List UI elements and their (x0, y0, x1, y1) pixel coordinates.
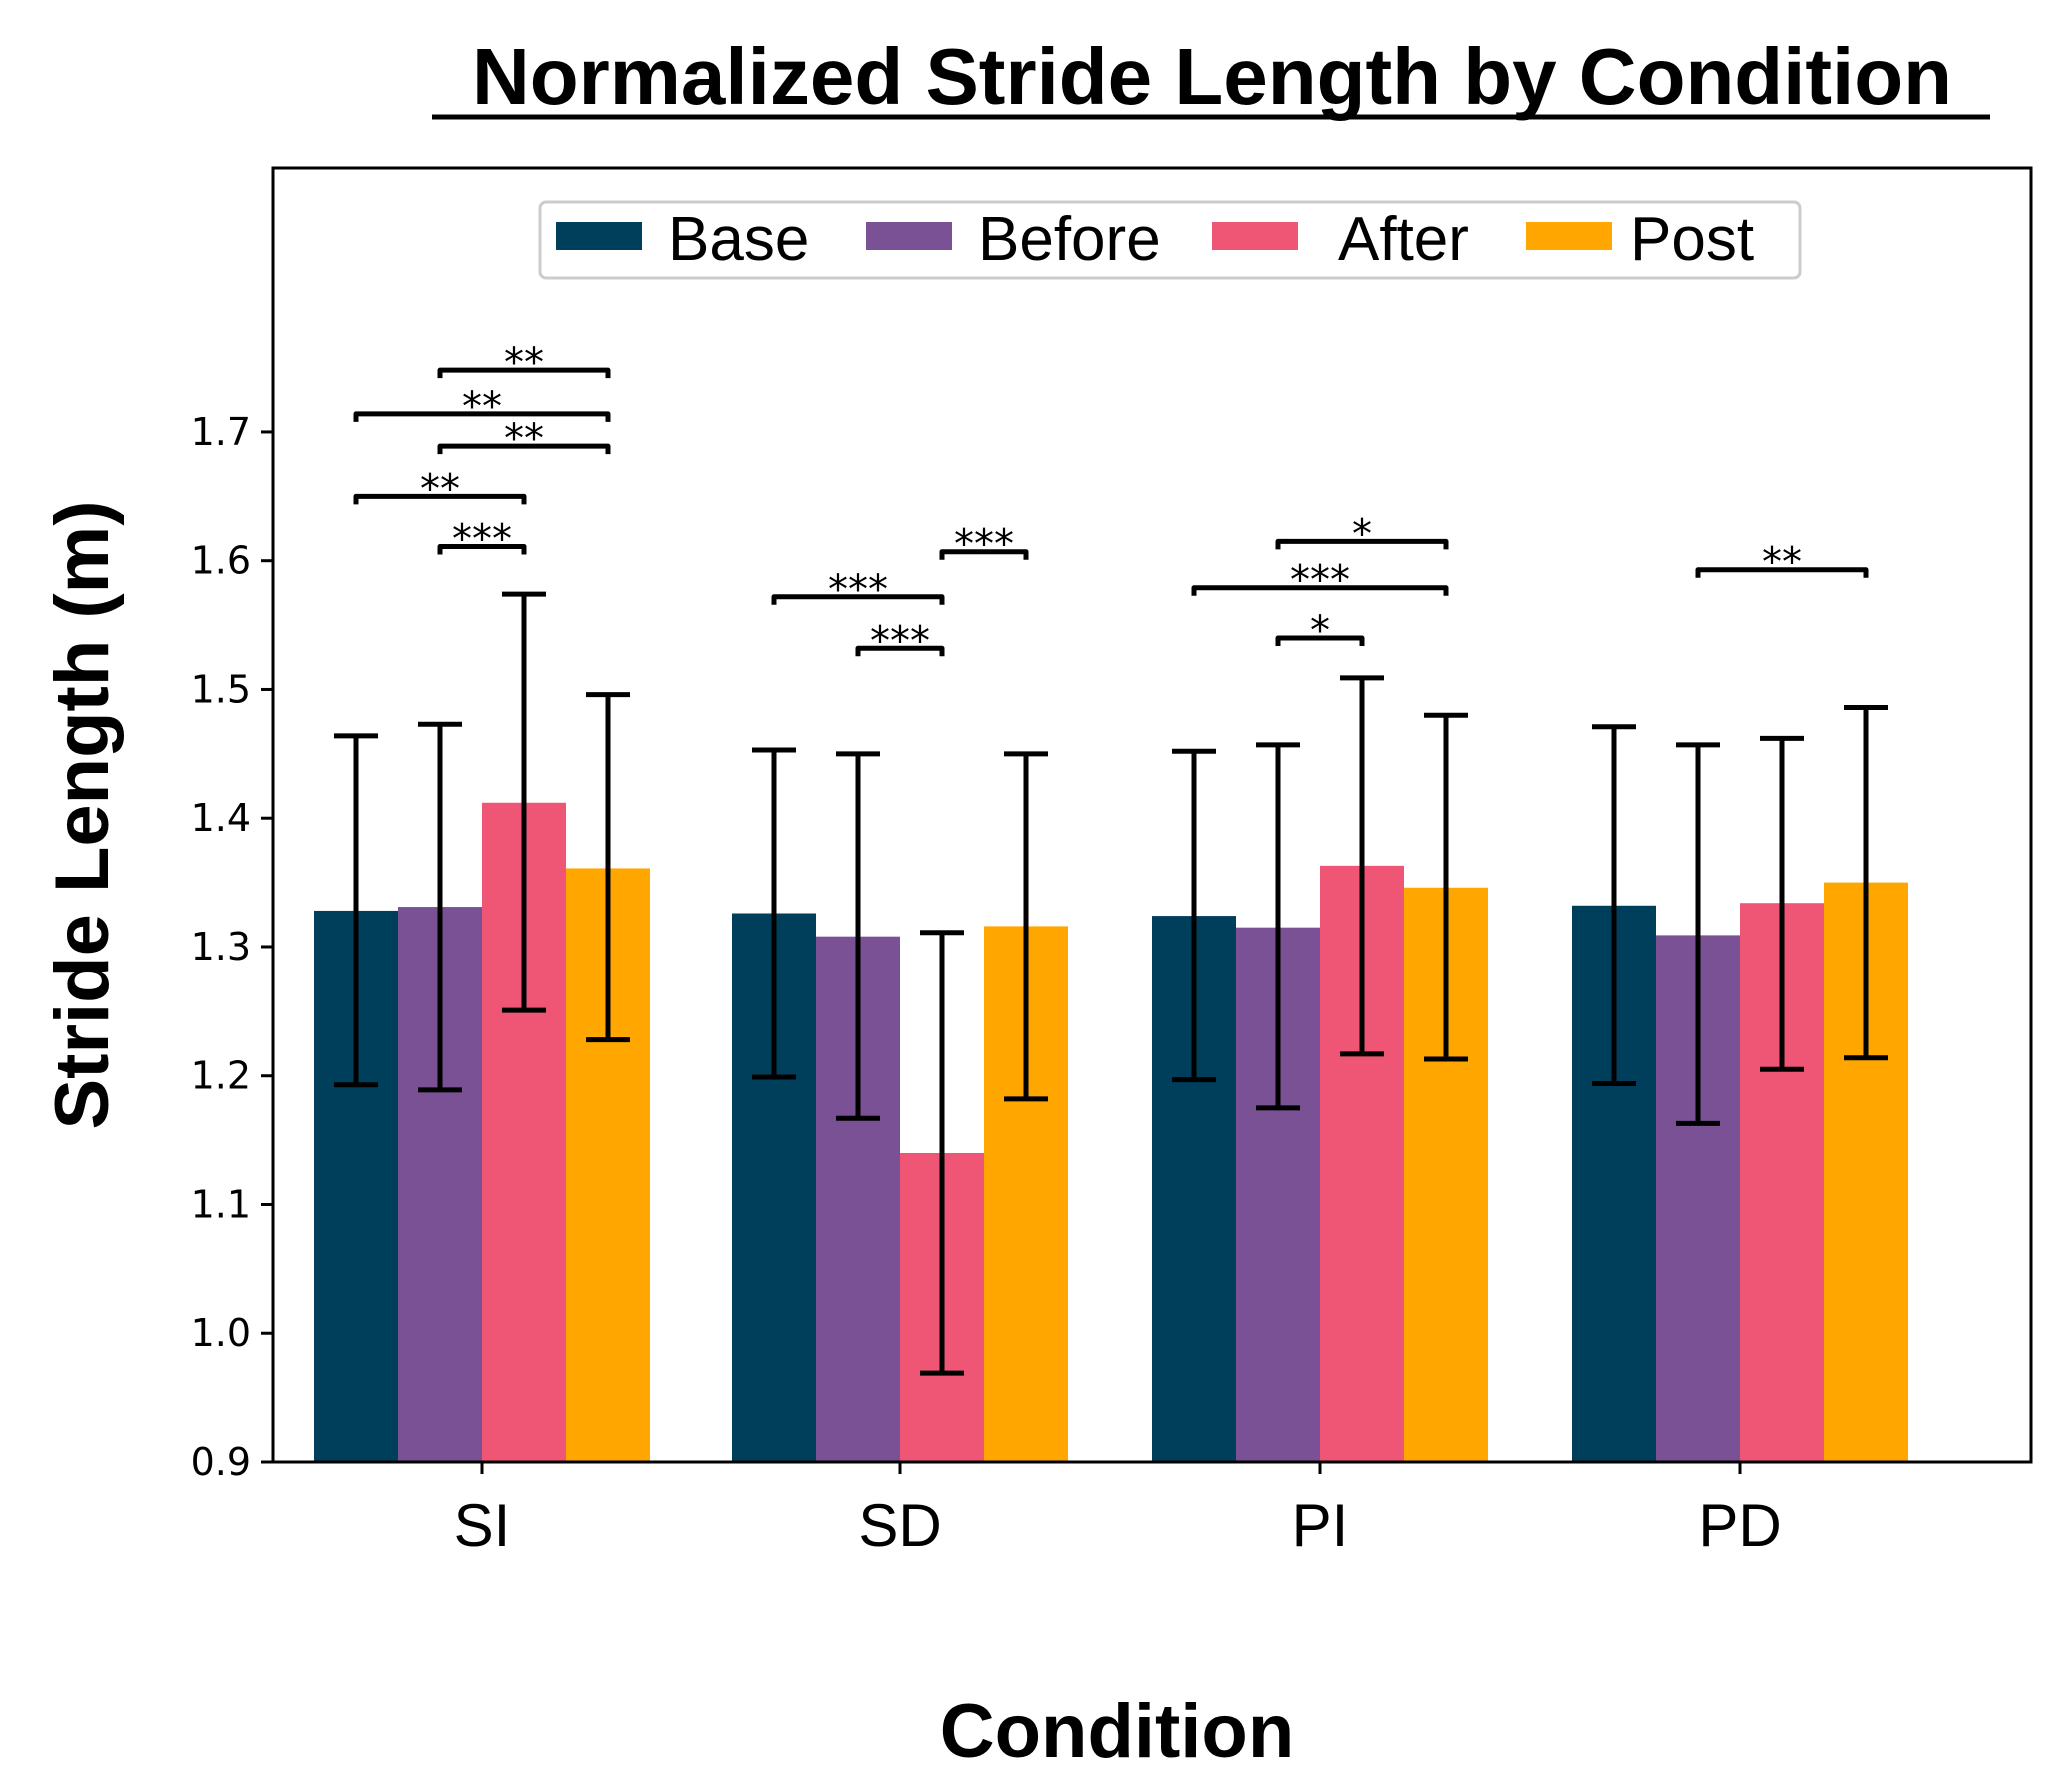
y-tick-label: 1.2 (191, 1054, 251, 1098)
legend-item-before: Before (866, 205, 1161, 274)
errorbar-si-after (502, 591, 546, 1013)
y-tick-label: 1.5 (191, 667, 251, 711)
x-tick-label-si: SI (454, 1492, 511, 1559)
x-tick-label-sd: SD (858, 1492, 941, 1559)
significance-label: ** (420, 466, 460, 512)
significance-label: *** (452, 517, 512, 563)
errorbar-si-base (334, 733, 378, 1088)
significance-bracket: *** (437, 517, 527, 563)
errorbar-pi-base (1172, 748, 1216, 1083)
legend-swatch (1526, 222, 1612, 250)
x-tick-label-pi: PI (1292, 1492, 1349, 1559)
x-axis-label: Condition (940, 1689, 1295, 1774)
significance-bracket: ** (1695, 540, 1869, 586)
significance-bracket: ** (353, 384, 611, 430)
significance-bracket: * (1275, 511, 1449, 557)
bracket-line (771, 594, 945, 605)
bracket-line (1695, 567, 1869, 578)
significance-layer: ******************** ******* (353, 340, 1869, 664)
significance-bracket: *** (855, 618, 945, 664)
bracket-line (855, 645, 945, 657)
significance-label: ** (504, 340, 544, 386)
bars-layer (314, 802, 1908, 1462)
significance-label: * (1352, 511, 1372, 557)
significance-label: *** (1290, 558, 1350, 604)
significance-label: *** (828, 567, 888, 613)
plot-area-frame (271, 166, 2033, 1464)
y-tick-label: 1.6 (191, 539, 251, 583)
significance-bracket: * (1275, 608, 1365, 654)
legend-item-after: After (1212, 205, 1469, 274)
errorbar-sd-before (836, 751, 880, 1121)
bracket-line (437, 367, 611, 379)
significance-bracket: ** (353, 466, 527, 512)
significance-bracket: *** (939, 522, 1029, 568)
y-tick-label: 1.0 (191, 1311, 251, 1355)
errorbar-sd-after (920, 930, 964, 1376)
legend: Base Before After Post (538, 200, 1802, 280)
errorbar-pd-post (1844, 704, 1888, 1061)
x-axis: SI SD PI PD (454, 1462, 1782, 1559)
errorbars-layer (334, 591, 1888, 1376)
errorbar-pi-before (1256, 742, 1300, 1111)
y-tick-label: 1.4 (191, 796, 251, 840)
legend-swatch (866, 222, 952, 250)
bracket-line (1275, 538, 1449, 550)
legend-frame (538, 200, 1802, 280)
significance-label: *** (870, 618, 930, 664)
errorbar-pd-base (1592, 724, 1636, 1086)
errorbar-pd-after (1760, 735, 1804, 1072)
errorbar-pi-after (1340, 675, 1384, 1057)
significance-label: ** (1762, 540, 1802, 586)
errorbar-sd-base (752, 747, 796, 1080)
y-tick-label: 1.1 (191, 1182, 251, 1226)
significance-label: *** (954, 522, 1014, 568)
bracket-line (353, 493, 527, 505)
chart-title-group: Normalized Stride Length by Condition (432, 32, 1990, 121)
significance-bracket: *** (1191, 558, 1449, 604)
bracket-line (1275, 635, 1365, 646)
errorbar-sd-post (1004, 751, 1048, 1102)
errorbar-si-before (418, 721, 462, 1093)
significance-bracket: ** (437, 416, 611, 462)
significance-bracket: *** (771, 567, 945, 613)
bracket-line (1191, 585, 1449, 596)
y-axis: 0.9 1.0 1.1 1.2 1.3 1.4 1.5 1.6 1.7 (191, 410, 273, 1484)
legend-swatch (556, 222, 642, 250)
x-tick-label-pd: PD (1698, 1492, 1781, 1559)
y-tick-label: 1.7 (191, 410, 251, 454)
chart-title: Normalized Stride Length by Condition (472, 32, 1952, 121)
significance-label: ** (462, 384, 502, 430)
bracket-line (939, 549, 1029, 560)
y-tick-label: 1.3 (191, 925, 251, 969)
significance-label: ** (504, 416, 544, 462)
significance-label: * (1310, 608, 1330, 654)
legend-swatch (1212, 222, 1298, 250)
errorbar-si-post (586, 692, 630, 1043)
errorbar-pd-before (1676, 742, 1720, 1126)
y-axis-label: Stride Length (m) (40, 500, 125, 1129)
legend-label: Post (1630, 205, 1754, 274)
significance-bracket: ** (437, 340, 611, 386)
bracket-line (437, 544, 527, 555)
legend-label: Before (978, 205, 1161, 274)
y-tick-label: 0.9 (191, 1440, 251, 1484)
legend-label: Base (668, 205, 809, 274)
legend-label: After (1338, 205, 1469, 274)
bracket-line (437, 443, 611, 455)
errorbar-pi-post (1424, 712, 1468, 1062)
legend-item-base: Base (556, 205, 809, 274)
legend-item-post: Post (1526, 205, 1754, 274)
bracket-line (353, 411, 611, 422)
